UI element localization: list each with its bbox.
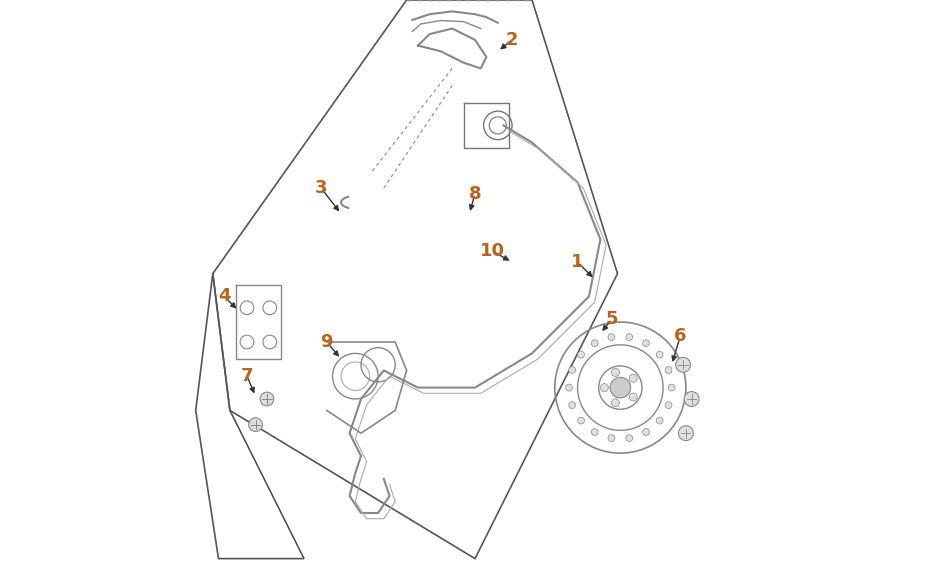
Circle shape [668,384,675,391]
Circle shape [565,384,573,391]
Circle shape [600,384,608,392]
Text: 4: 4 [218,287,231,306]
Text: 6: 6 [674,327,687,345]
Circle shape [656,351,663,358]
Circle shape [642,340,650,347]
Circle shape [578,351,584,358]
Circle shape [665,367,672,373]
Circle shape [591,340,598,347]
Circle shape [608,333,615,340]
Text: 8: 8 [468,185,482,203]
Circle shape [665,402,672,409]
Circle shape [569,367,576,373]
Circle shape [626,435,633,442]
Circle shape [610,377,631,398]
Circle shape [578,417,584,424]
Circle shape [626,333,633,340]
Circle shape [569,402,576,409]
Circle shape [591,429,598,435]
Text: 9: 9 [320,333,333,351]
Circle shape [612,399,619,407]
Circle shape [629,393,637,401]
Circle shape [260,392,274,406]
Text: 2: 2 [505,31,519,49]
Circle shape [249,418,262,431]
Text: 10: 10 [480,242,504,260]
Circle shape [629,374,637,382]
Text: 3: 3 [314,179,328,197]
Circle shape [678,426,694,441]
Circle shape [684,392,699,406]
Circle shape [656,417,663,424]
Circle shape [675,357,691,372]
Circle shape [642,429,650,435]
Text: 1: 1 [571,253,584,271]
Text: 5: 5 [605,310,618,328]
Circle shape [608,435,615,442]
Text: 7: 7 [240,367,254,385]
Circle shape [612,368,619,376]
